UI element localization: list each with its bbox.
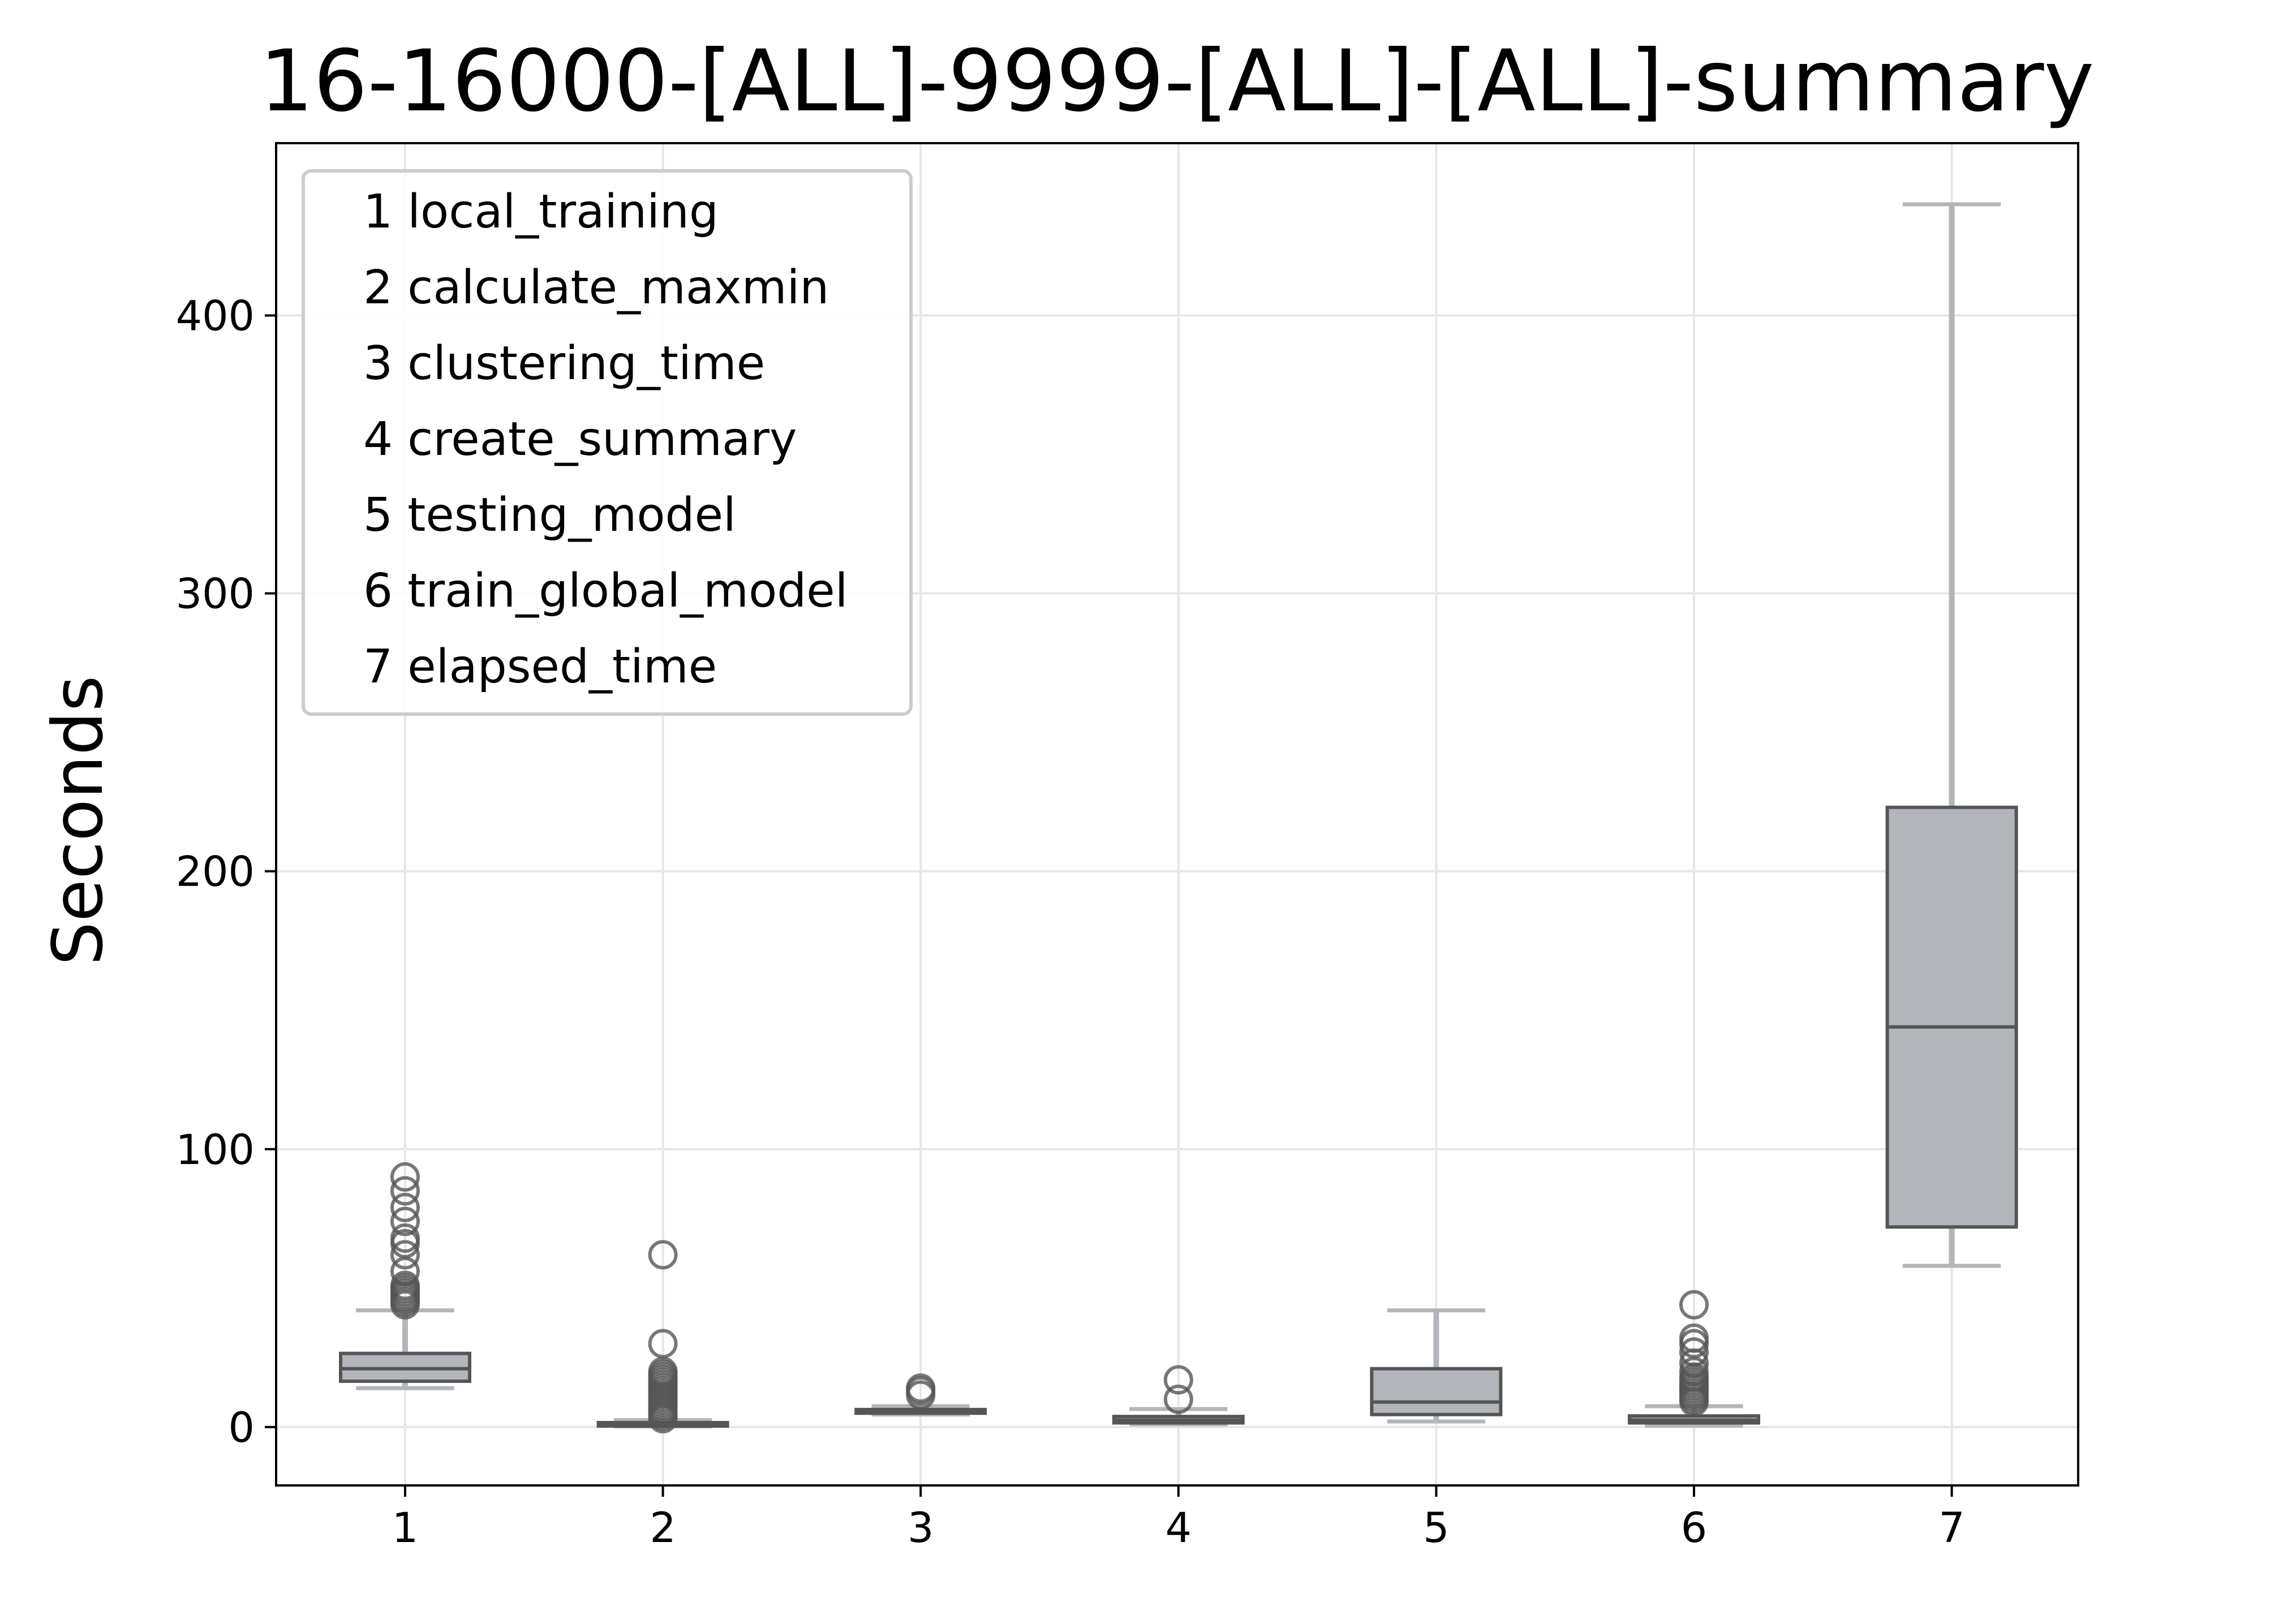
legend-entry: 2 calculate_maxmin bbox=[363, 261, 829, 315]
outlier-point bbox=[390, 1206, 420, 1236]
legend-entry: 4 create_summary bbox=[363, 413, 797, 466]
outlier-point bbox=[390, 1270, 420, 1300]
outlier-point bbox=[390, 1240, 420, 1270]
legend-entry: 3 clustering_time bbox=[363, 337, 765, 390]
x-tick-label: 2 bbox=[650, 1504, 676, 1552]
legend-entry: 5 testing_model bbox=[363, 488, 736, 542]
box-iqr bbox=[1885, 805, 2018, 1229]
legend: 1 local_training 2 calculate_maxmin 3 clus… bbox=[302, 169, 913, 716]
box-plots bbox=[339, 202, 2018, 1434]
outlier-point bbox=[1679, 1337, 1709, 1367]
box-group-1 bbox=[339, 1162, 471, 1390]
legend-frame bbox=[302, 169, 913, 716]
y-tick-label: 300 bbox=[176, 570, 255, 619]
outlier-point bbox=[1679, 1290, 1709, 1320]
x-tick-label: 4 bbox=[1166, 1504, 1192, 1552]
outlier-point bbox=[1163, 1365, 1193, 1395]
outlier-point bbox=[390, 1192, 420, 1222]
outlier-point bbox=[648, 1329, 678, 1359]
x-tick-label: 1 bbox=[392, 1504, 418, 1552]
x-tick-label: 6 bbox=[1681, 1504, 1707, 1552]
legend-entry: 7 elapsed_time bbox=[363, 640, 717, 694]
box-group-7 bbox=[1885, 202, 2018, 1268]
outlier-point bbox=[390, 1162, 420, 1192]
box-iqr bbox=[1370, 1367, 1503, 1416]
outlier-point bbox=[906, 1373, 936, 1403]
y-tick-label: 0 bbox=[229, 1404, 255, 1452]
y-axis-label: Seconds bbox=[38, 676, 118, 966]
x-tick-label: 5 bbox=[1423, 1504, 1449, 1552]
box-group-2 bbox=[596, 1240, 729, 1434]
box-group-3 bbox=[854, 1373, 987, 1417]
grid-lines bbox=[276, 143, 2078, 1485]
outlier-point bbox=[390, 1256, 420, 1286]
legend-entry: 1 local_training bbox=[363, 185, 719, 239]
outlier-point bbox=[390, 1223, 420, 1253]
x-tick-label: 7 bbox=[1938, 1504, 1964, 1552]
outlier-point bbox=[1679, 1323, 1709, 1353]
outlier-point bbox=[648, 1240, 678, 1270]
outlier-point bbox=[648, 1356, 678, 1386]
y-tick-label: 100 bbox=[176, 1126, 255, 1174]
outlier-point bbox=[1163, 1384, 1193, 1414]
y-tick-label: 200 bbox=[176, 848, 255, 896]
outlier-point bbox=[390, 1176, 420, 1206]
box-group-5 bbox=[1370, 1308, 1503, 1424]
y-tick-label: 400 bbox=[176, 292, 255, 340]
chart-title: 16-16000-[ALL]-9999-[ALL]-[ALL]-summary bbox=[260, 32, 2095, 131]
plot-area-frame bbox=[275, 142, 2079, 1487]
legend-entry: 6 train_global_model bbox=[363, 564, 848, 618]
x-tick-label: 3 bbox=[908, 1504, 934, 1552]
box-group-6 bbox=[1628, 1290, 1760, 1428]
axis-ticks: 0 100 200 300 400 1 2 3 4 5 6 7 bbox=[176, 292, 1965, 1552]
box-group-4 bbox=[1112, 1365, 1245, 1427]
outlier-point bbox=[1679, 1356, 1709, 1386]
